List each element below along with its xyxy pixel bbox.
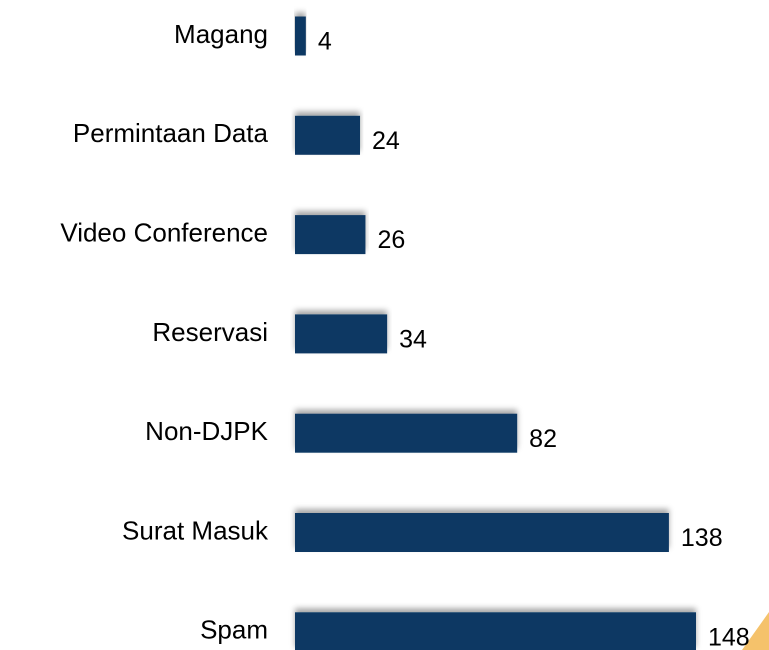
corner-decoration <box>742 612 769 650</box>
category-label: Spam <box>200 615 268 645</box>
category-label: Surat Masuk <box>122 515 269 545</box>
bar <box>295 612 696 650</box>
category-label: Video Conference <box>60 217 268 247</box>
bar <box>295 16 306 56</box>
value-label: 138 <box>681 524 723 552</box>
bar <box>295 314 388 354</box>
bar <box>295 513 669 552</box>
value-label: 24 <box>372 127 400 155</box>
value-label: 82 <box>529 425 557 453</box>
value-label: 26 <box>377 226 405 254</box>
value-label: 148 <box>708 623 750 650</box>
bar <box>295 115 361 155</box>
value-label: 34 <box>399 326 427 354</box>
category-label: Non-DJPK <box>145 416 268 446</box>
category-label: Reservasi <box>152 317 268 347</box>
bar <box>295 215 366 255</box>
bar <box>295 413 518 453</box>
category-label: Permintaan Data <box>73 118 269 148</box>
value-label: 4 <box>318 28 332 56</box>
category-label: Magang <box>174 19 268 49</box>
bars <box>295 16 696 650</box>
